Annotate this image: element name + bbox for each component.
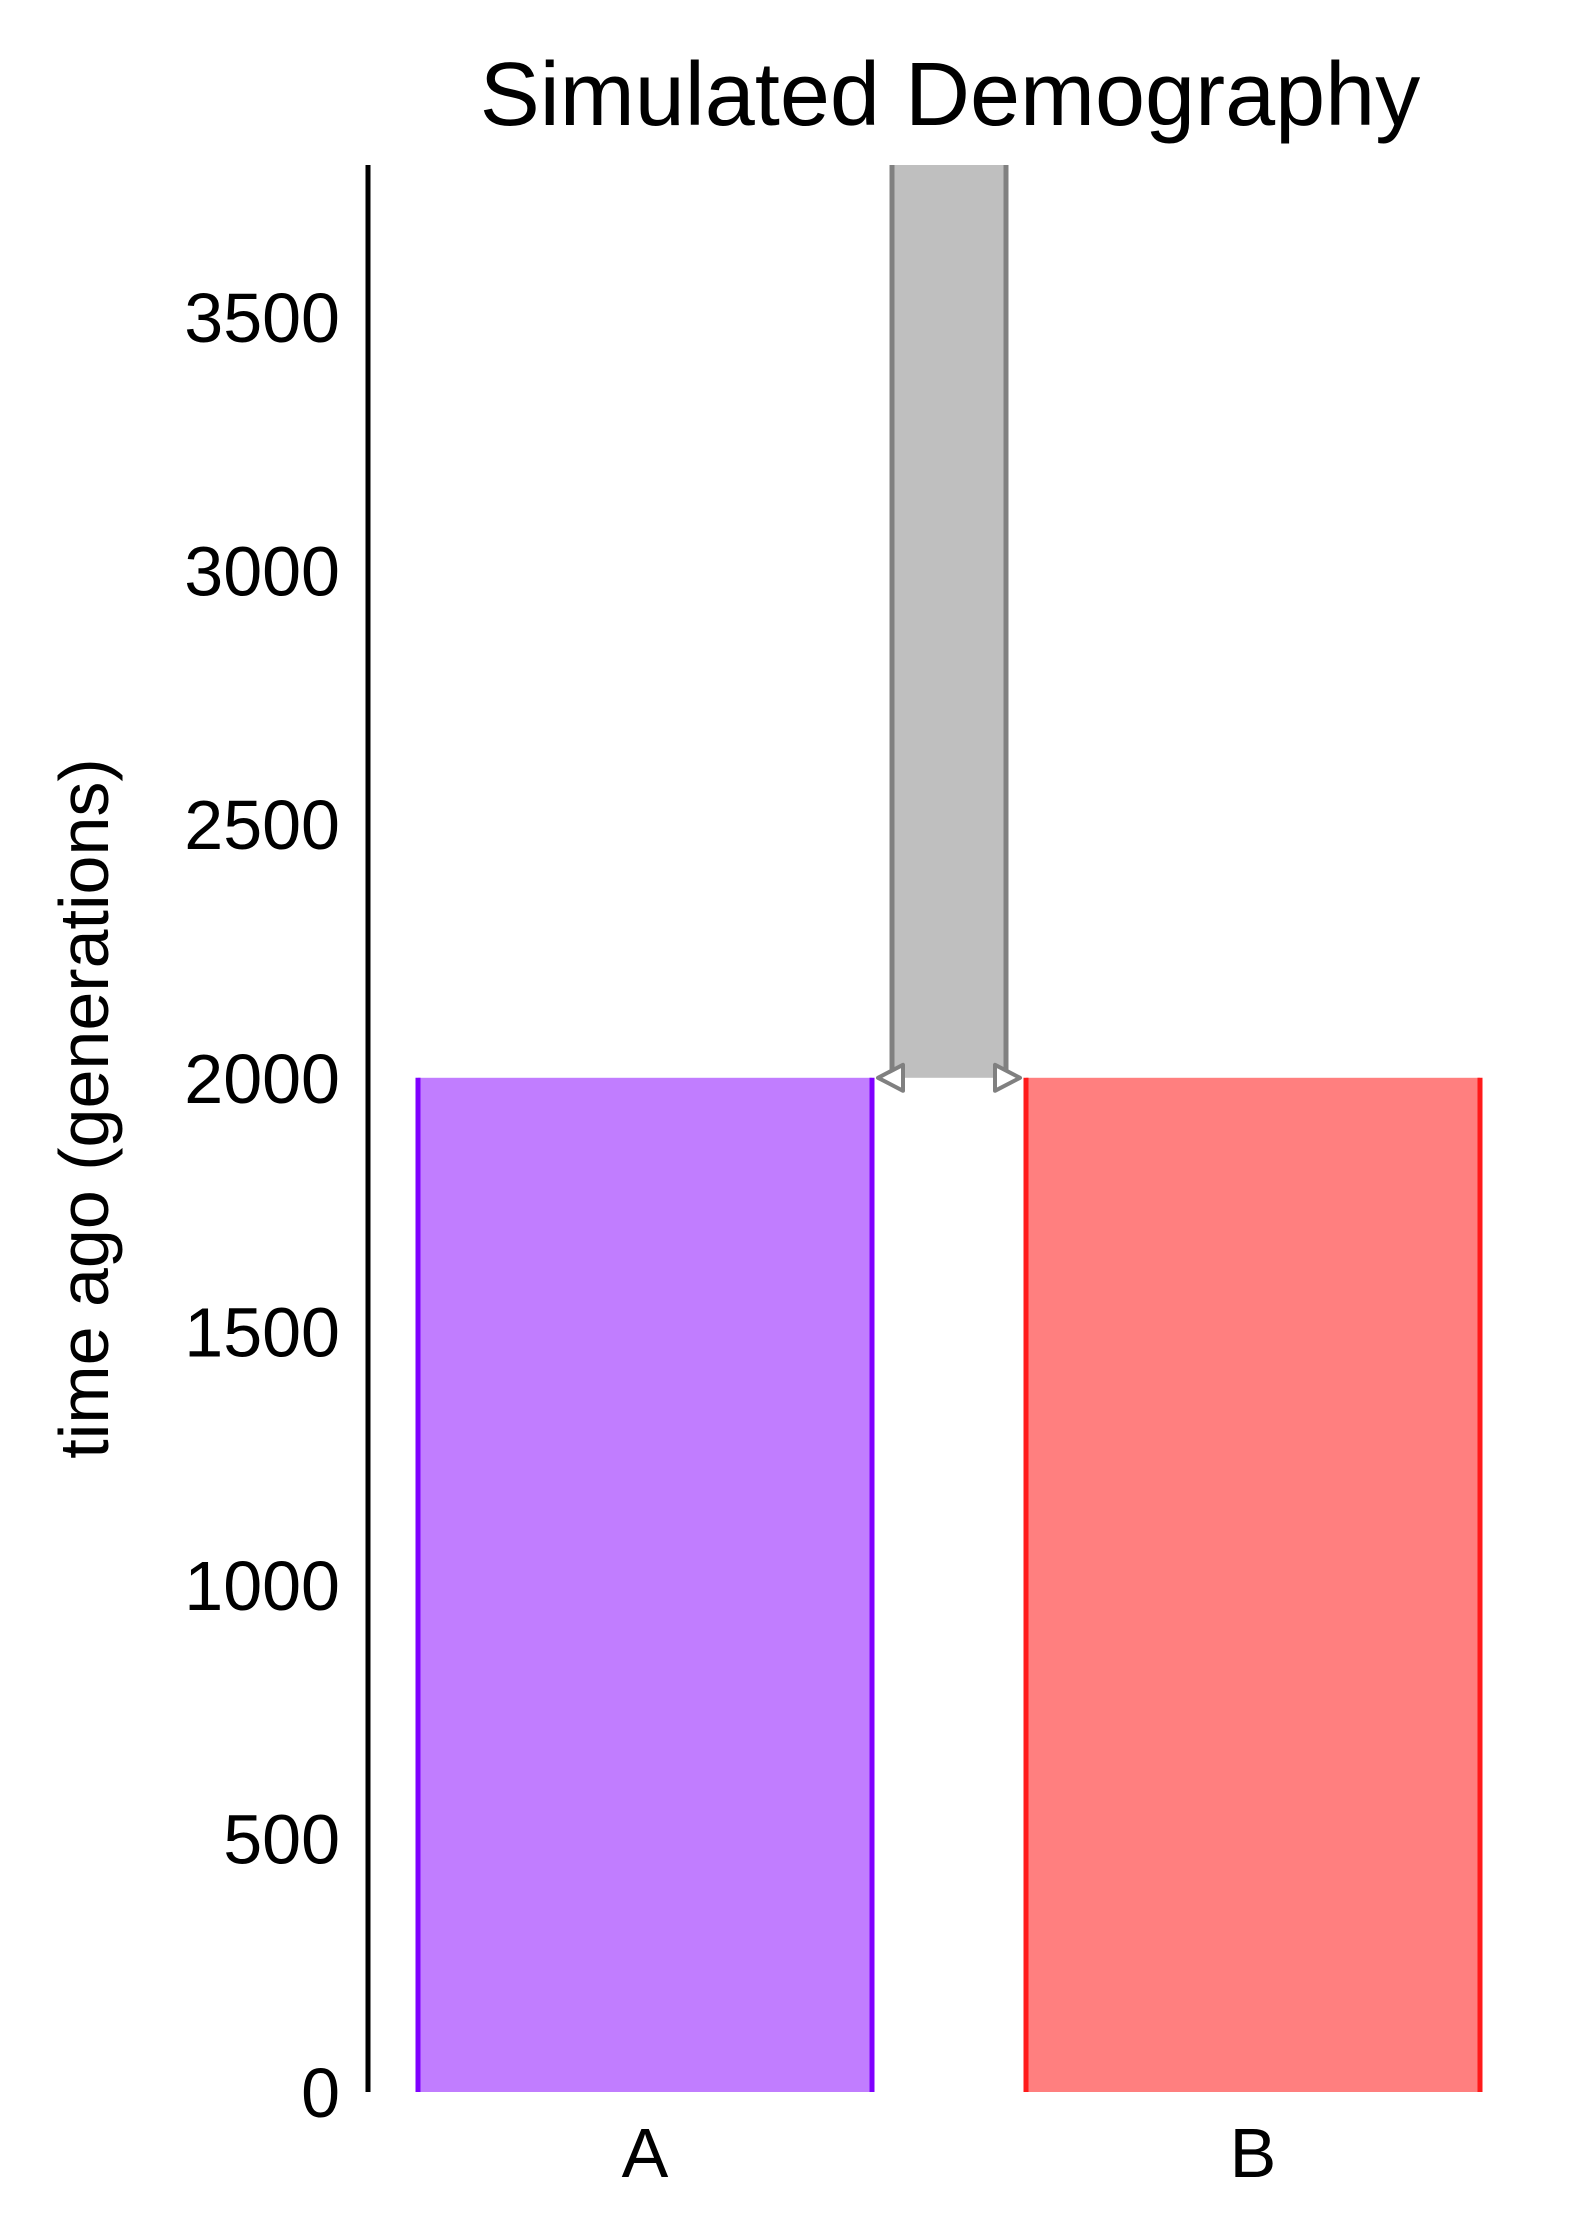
- y-tick-label: 0: [301, 2054, 340, 2132]
- y-axis-label: time ago (generations): [45, 758, 123, 1458]
- population-b-fill: [1026, 1077, 1480, 2092]
- population-ancestral: [889, 165, 1009, 1078]
- y-tick-labels: 0 500 1000 1500 2000 2500 3000 3500: [184, 279, 340, 2132]
- population-layer: [415, 165, 1483, 2092]
- split-marker-right: [993, 1062, 1022, 1093]
- population-a-fill: [418, 1077, 872, 2092]
- split-marker-layer: [876, 1062, 1022, 1093]
- y-tick-label: 2000: [184, 1040, 340, 1118]
- population-label-a: A: [622, 2114, 669, 2192]
- y-tick-label: 1000: [184, 1547, 340, 1625]
- y-tick-label: 1500: [184, 1293, 340, 1371]
- chart-title: Simulated Demography: [480, 45, 1420, 145]
- population-ancestral-fill: [892, 165, 1006, 1078]
- split-marker-left: [876, 1062, 905, 1093]
- population-a: [415, 1077, 875, 2092]
- population-b: [1023, 1077, 1483, 2092]
- y-tick-label: 3000: [184, 533, 340, 611]
- y-tick-label: 500: [223, 1800, 340, 1878]
- population-label-b: B: [1230, 2114, 1277, 2192]
- y-tick-label: 3500: [184, 279, 340, 357]
- y-tick-label: 2500: [184, 786, 340, 864]
